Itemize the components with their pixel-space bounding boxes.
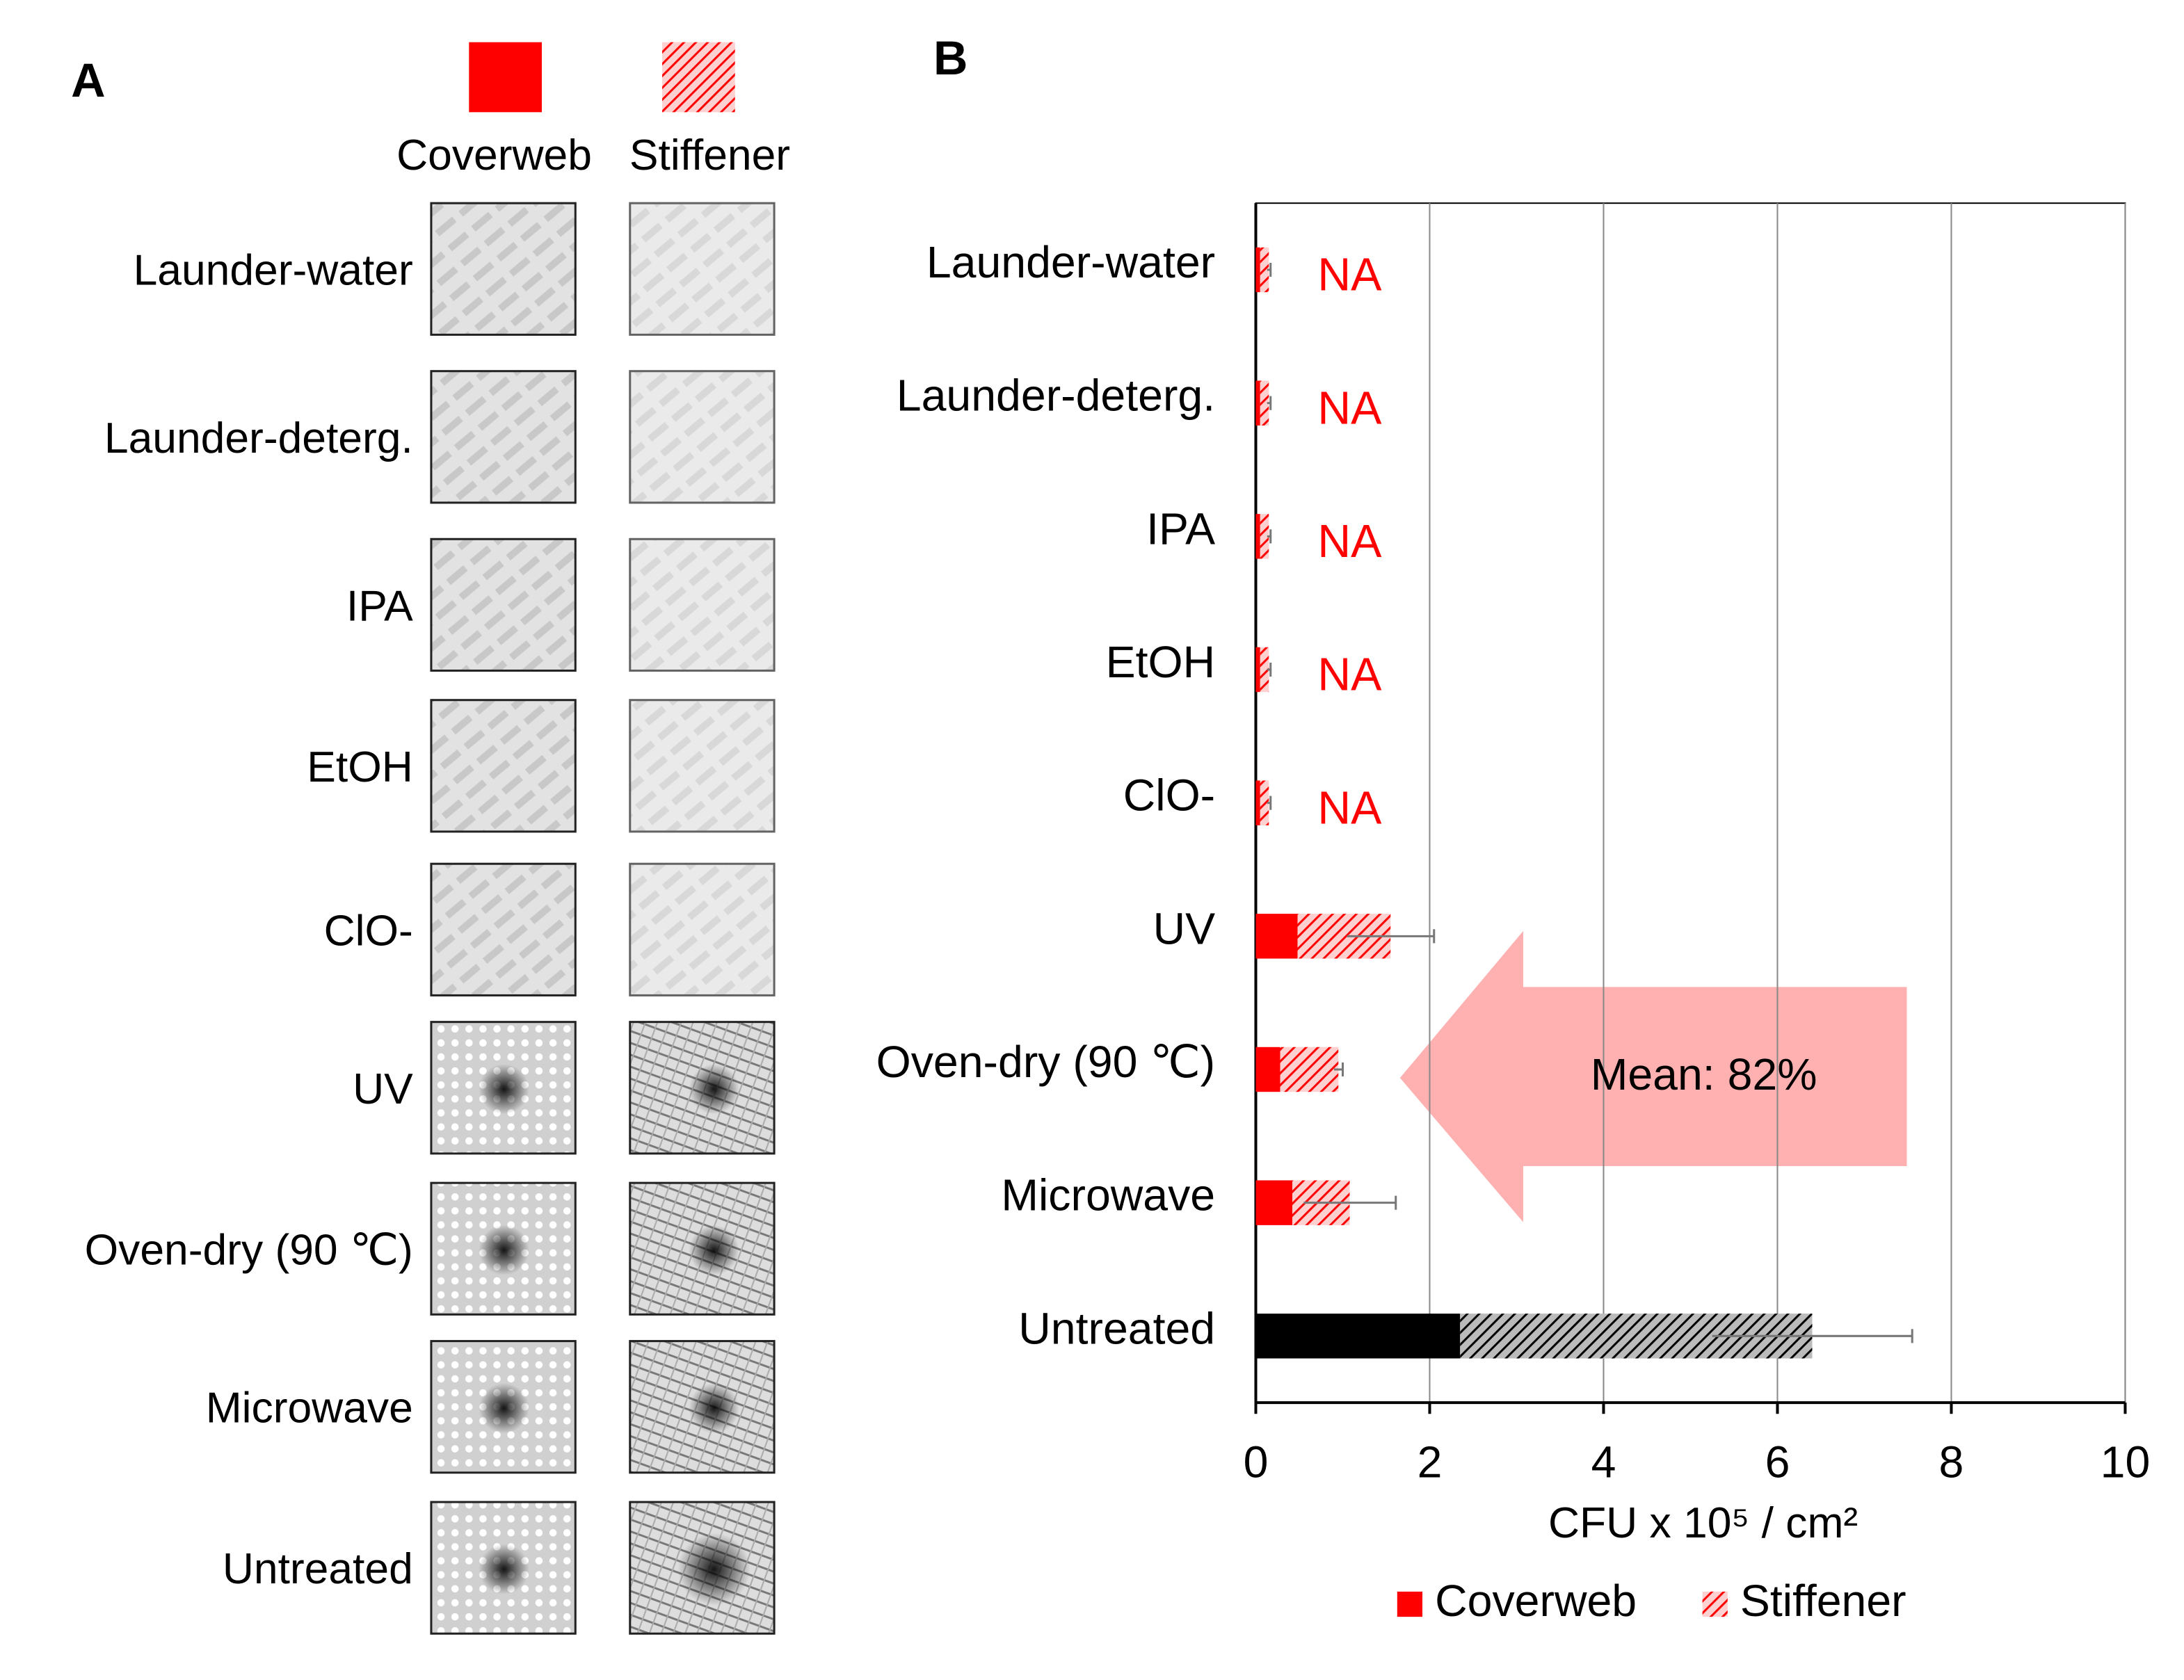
y-tick-label: Microwave (1001, 1170, 1215, 1220)
stain (479, 1382, 529, 1434)
bar (1255, 1180, 1292, 1225)
bar (1260, 247, 1269, 293)
row-label: ClO- (324, 907, 413, 955)
annotation: NA (1317, 782, 1382, 834)
stain (677, 1533, 750, 1606)
stain (689, 1382, 739, 1434)
y-tick-label: IPA (1146, 503, 1215, 554)
row-label: EtOH (307, 743, 413, 791)
x-tick-label: 6 (1765, 1437, 1790, 1487)
stain (479, 1225, 529, 1275)
bar (1255, 647, 1260, 693)
bar (1255, 514, 1260, 559)
bar (1260, 780, 1269, 825)
panel-label: B (933, 31, 967, 85)
y-tick-label: Untreated (1018, 1303, 1215, 1353)
row-label: Launder-deterg. (104, 414, 413, 462)
row-label: UV (353, 1065, 413, 1113)
sample-image (430, 202, 577, 336)
x-tick-label: 8 (1939, 1437, 1964, 1487)
row-label: IPA (346, 582, 413, 630)
x-tick-label: 2 (1418, 1437, 1443, 1487)
row-label: Untreated (223, 1545, 413, 1593)
bar (1255, 1314, 1461, 1359)
bar (1260, 514, 1269, 559)
legend-swatch (469, 42, 542, 113)
legend-swatch (662, 42, 735, 113)
stain (689, 1225, 739, 1275)
y-tick-label: Oven-dry (90 ℃) (876, 1037, 1216, 1087)
legend-label: Stiffener (1740, 1576, 1906, 1626)
stain (479, 1544, 529, 1594)
sample-image (629, 370, 776, 504)
bar (1255, 914, 1298, 959)
x-axis-label: CFU x 10⁵ / cm² (1548, 1499, 1858, 1547)
y-tick-label: Launder-water (926, 237, 1215, 287)
sample-image (629, 699, 776, 833)
bar (1280, 1047, 1339, 1092)
plot-area (1255, 202, 2126, 1404)
annotation: NA (1317, 382, 1382, 434)
y-tick-label: Launder-deterg. (897, 371, 1215, 421)
sample-image (629, 538, 776, 672)
bar (1255, 380, 1260, 426)
row-label: Oven-dry (90 ℃) (85, 1226, 413, 1274)
legend-swatch (1702, 1591, 1728, 1617)
bar (1255, 780, 1260, 825)
x-tick-label: 10 (2101, 1437, 2151, 1487)
x-tick-label: 0 (1244, 1437, 1269, 1487)
annotation: NA (1317, 250, 1382, 301)
sample-image (629, 202, 776, 336)
legend-swatch (1397, 1591, 1423, 1617)
arrow (1399, 930, 1907, 1222)
bar (1260, 380, 1269, 426)
row-label: Microwave (206, 1384, 413, 1432)
sample-image (430, 370, 577, 504)
annotation: Mean: 82% (1591, 1049, 1817, 1099)
sample-image (629, 862, 776, 996)
legend-label: Coverweb (1435, 1576, 1637, 1626)
sample-image (430, 699, 577, 833)
sample-image (629, 1021, 776, 1155)
column-label: Coverweb (396, 131, 592, 179)
bar (1260, 647, 1269, 693)
stain (689, 1064, 739, 1115)
y-tick-label: ClO- (1123, 770, 1215, 821)
column-label: Stiffener (629, 131, 790, 179)
stain (479, 1064, 529, 1115)
row-label: Launder-water (134, 246, 413, 294)
panel-label: A (71, 54, 105, 107)
sample-image (430, 862, 577, 996)
y-tick-label: EtOH (1106, 637, 1215, 687)
bar (1255, 1047, 1280, 1092)
bar (1255, 247, 1260, 293)
sample-image (430, 538, 577, 672)
x-tick-label: 4 (1591, 1437, 1616, 1487)
annotation: NA (1317, 516, 1382, 567)
annotation: NA (1317, 649, 1382, 701)
y-tick-label: UV (1153, 903, 1216, 953)
